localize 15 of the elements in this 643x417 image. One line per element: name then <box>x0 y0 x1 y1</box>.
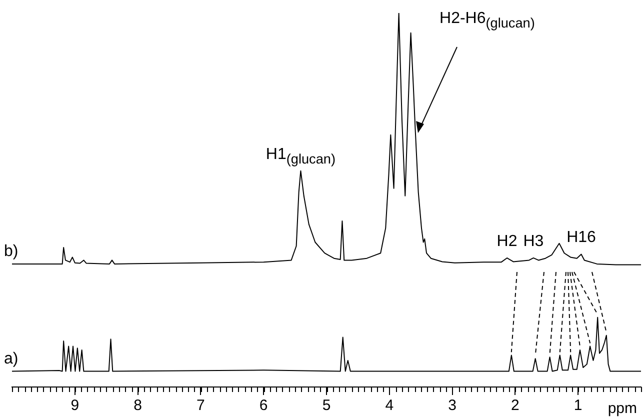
x-tick-label: 8 <box>134 397 142 414</box>
x-tick-label: 6 <box>259 397 268 414</box>
annotation: H16 <box>566 229 596 246</box>
series-label: a) <box>4 350 18 368</box>
annotation: H3 <box>523 232 544 250</box>
x-tick-label: 2 <box>511 397 520 414</box>
x-axis-title: ppm <box>608 400 638 417</box>
x-tick-label: 5 <box>322 397 331 414</box>
x-tick-label: 1 <box>574 397 582 414</box>
x-tick-label: 9 <box>70 397 80 414</box>
x-tick-label: 3 <box>448 397 456 414</box>
x-tick-label: 4 <box>385 397 394 414</box>
x-tick-label: 7 <box>196 397 205 414</box>
annotation: H2 <box>496 232 518 250</box>
series-label: b) <box>4 242 18 260</box>
